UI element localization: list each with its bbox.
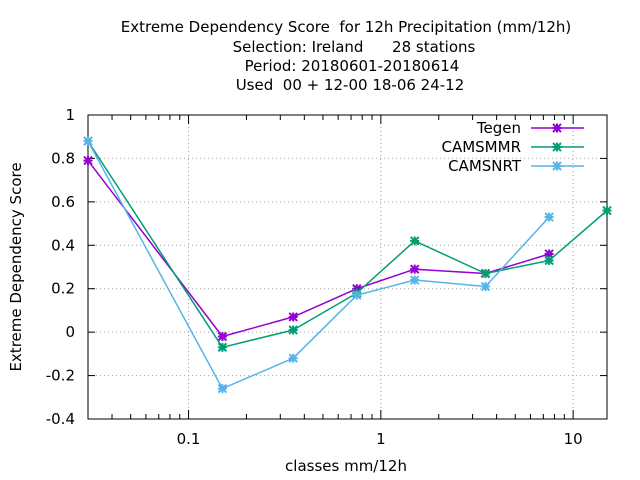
point-marker-center — [219, 333, 226, 340]
title-line-4: Used 00 + 12-00 18-06 24-12 — [236, 76, 465, 94]
x-tick-label: 1 — [376, 430, 386, 448]
point-marker-center — [554, 163, 560, 169]
data-point-camsnrt — [352, 290, 362, 300]
point-marker-center — [354, 292, 360, 298]
point-marker-center — [290, 327, 296, 333]
y-tick-label: -0.4 — [46, 410, 75, 428]
x-tick-label: 10 — [564, 430, 583, 448]
legend-marker-camsmmr — [552, 142, 562, 152]
point-marker-center — [290, 314, 296, 320]
data-point-tegen — [288, 312, 298, 322]
series-line-camsmmr — [87, 140, 608, 349]
data-point-camsmmr — [217, 342, 228, 353]
point-marker-center — [85, 158, 91, 164]
point-marker-center — [219, 386, 226, 392]
data-point-camsmmr — [480, 268, 491, 279]
legend-marker-camsnrt — [552, 161, 562, 171]
data-point-tegen — [544, 249, 554, 259]
legend-marker-tegen — [552, 123, 562, 133]
point-marker-center — [482, 283, 489, 290]
y-tick-label: -0.2 — [46, 367, 75, 385]
point-marker-center — [290, 355, 296, 361]
point-marker-center — [554, 144, 560, 150]
point-marker-center — [85, 138, 91, 144]
legend-label-camsmmr: CAMSMMR — [441, 138, 521, 156]
data-point-camsnrt — [480, 281, 491, 292]
point-marker-center — [554, 125, 560, 131]
y-tick-label: 0.4 — [51, 236, 75, 254]
y-tick-label: 0.8 — [51, 149, 75, 167]
data-point-camsnrt — [83, 136, 93, 146]
data-point-camsnrt — [544, 212, 554, 222]
legend-label-camsnrt: CAMSNRT — [448, 157, 522, 175]
y-axis-ticks: -0.4 -0.2 0 0.2 0.4 0.6 0.8 1 — [46, 106, 607, 428]
point-marker-center — [604, 207, 610, 214]
data-point-camsmmr — [288, 325, 298, 335]
data-point-camsmmr — [409, 236, 420, 246]
plot-frame — [87, 114, 608, 420]
series-line-camsnrt — [87, 140, 550, 390]
chart-title: Extreme Dependency Score for 12h Precipi… — [121, 18, 572, 94]
data-point-tegen — [83, 155, 93, 166]
series-group — [83, 136, 612, 394]
title-line-2: Selection: Ireland 28 stations — [233, 38, 476, 56]
x-axis-label: classes mm/12h — [285, 457, 407, 475]
data-point-tegen — [409, 264, 420, 274]
y-tick-label: 0.6 — [51, 193, 75, 211]
title-line-1: Extreme Dependency Score for 12h Precipi… — [121, 18, 572, 36]
x-axis-ticks: 0.1 1 10 — [111, 115, 583, 448]
point-marker-center — [412, 266, 418, 272]
y-tick-label: 0 — [65, 323, 75, 341]
data-point-camsnrt — [217, 383, 228, 394]
point-marker-center — [412, 238, 418, 244]
data-point-camsmmr — [602, 205, 612, 216]
point-marker-center — [546, 214, 552, 220]
point-marker-center — [219, 344, 226, 350]
point-marker-center — [546, 257, 552, 264]
data-point-tegen — [217, 331, 228, 342]
y-tick-label: 1 — [65, 106, 75, 124]
y-tick-label: 0.2 — [51, 280, 75, 298]
title-line-3: Period: 20180601-20180614 — [245, 57, 460, 75]
data-point-camsmmr — [544, 255, 554, 266]
point-marker-center — [412, 277, 418, 283]
y-axis-label: Extreme Dependency Score — [7, 162, 25, 371]
grid — [88, 115, 607, 419]
point-marker-center — [482, 270, 489, 277]
data-point-camsnrt — [288, 353, 298, 363]
x-tick-label: 0.1 — [177, 430, 201, 448]
point-marker-center — [546, 251, 552, 257]
legend-label-tegen: Tegen — [476, 119, 521, 137]
data-point-camsnrt — [409, 275, 420, 285]
